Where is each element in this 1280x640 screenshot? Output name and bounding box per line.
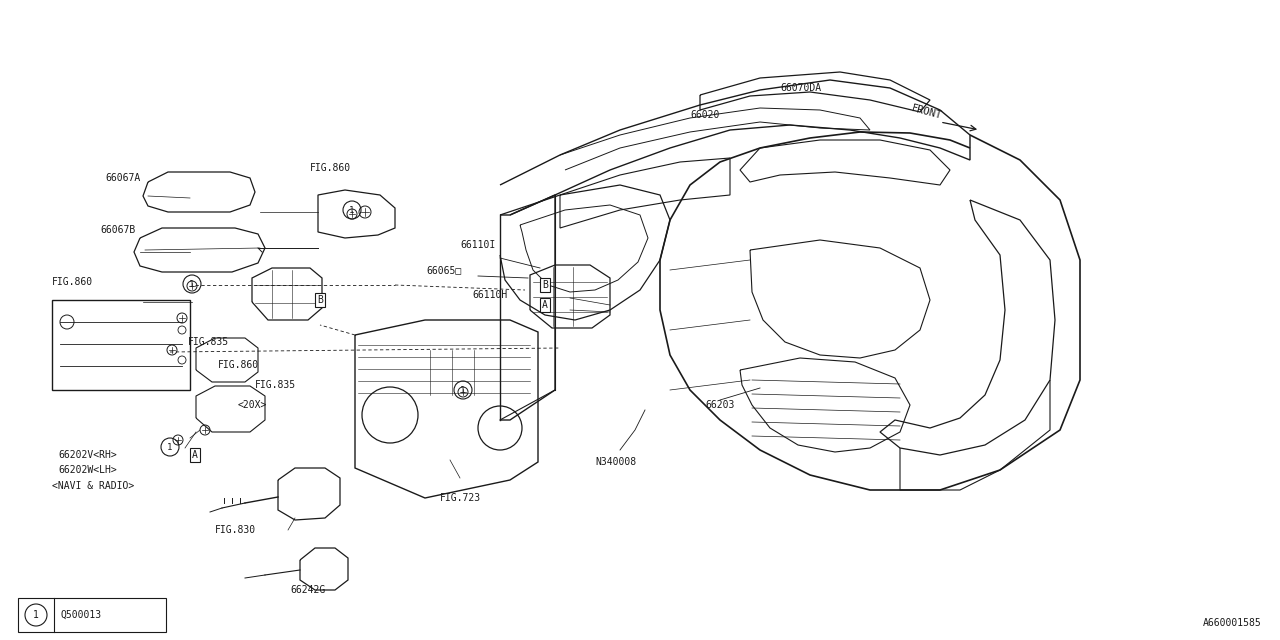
Text: B: B [541,280,548,290]
Text: FRONT: FRONT [910,103,943,121]
Text: 66202W<LH>: 66202W<LH> [58,465,116,475]
Text: 66070DA: 66070DA [780,83,822,93]
Text: 66110I: 66110I [460,240,495,250]
Text: 66065□: 66065□ [426,265,461,275]
Text: A660001585: A660001585 [1203,618,1262,628]
Text: FIG.860: FIG.860 [310,163,351,173]
Text: 1: 1 [349,205,355,214]
Text: FIG.830: FIG.830 [215,525,256,535]
Text: 66242G: 66242G [291,585,325,595]
Text: B: B [317,295,323,305]
Text: 66067B: 66067B [100,225,136,235]
Text: FIG.835: FIG.835 [188,337,229,347]
Text: 1: 1 [189,280,195,289]
Text: 1: 1 [461,385,466,394]
Text: FIG.723: FIG.723 [440,493,481,503]
Text: <20X>: <20X> [238,400,268,410]
Text: A: A [192,450,198,460]
Text: 1: 1 [33,610,38,620]
Text: FIG.860: FIG.860 [218,360,259,370]
Text: Q500013: Q500013 [60,610,101,620]
Text: N340008: N340008 [595,457,636,467]
Bar [18,598,166,632]
Text: 66202V<RH>: 66202V<RH> [58,450,116,460]
Bar [52,300,189,390]
Text: 66067A: 66067A [105,173,141,183]
Text: FIG.835: FIG.835 [255,380,296,390]
Text: 66020: 66020 [690,110,719,120]
Text: A: A [541,300,548,310]
Text: <NAVI & RADIO>: <NAVI & RADIO> [52,481,134,491]
Text: 1: 1 [168,442,173,451]
Text: 66203: 66203 [705,400,735,410]
Text: FIG.860: FIG.860 [52,277,93,287]
Text: 66110H: 66110H [472,290,507,300]
